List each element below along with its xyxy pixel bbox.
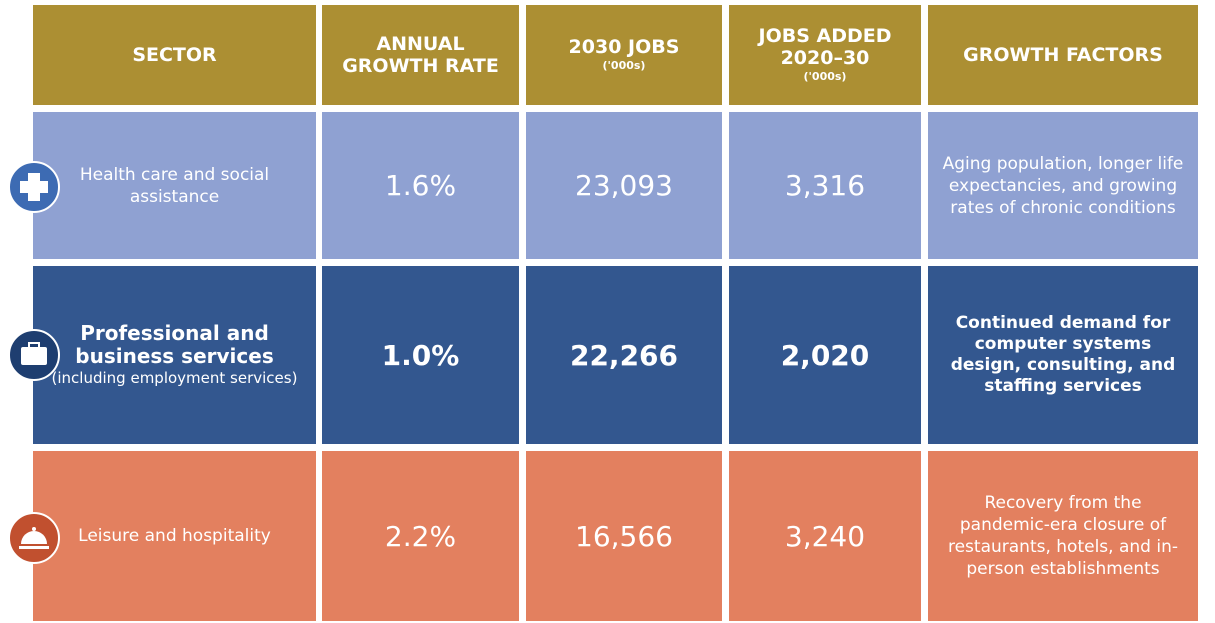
sector-cell: Professional and business services (inclu… — [33, 266, 316, 444]
jobs: 23,093 — [575, 169, 673, 202]
header-cell: JOBS ADDED 2020–30 ('000s) — [729, 5, 921, 105]
jobs-cell: 23,093 — [526, 112, 722, 259]
jobs: 22,266 — [569, 338, 679, 372]
rate-cell: 2.2% — [322, 451, 519, 621]
added: 3,316 — [784, 169, 866, 202]
factors-cell: Continued demand for computer systems de… — [928, 266, 1198, 444]
jobs: 16,566 — [575, 519, 673, 553]
rate: 2.2% — [384, 519, 457, 553]
added-cell: 3,316 — [729, 112, 921, 259]
sector-note: (including employment services) — [51, 369, 298, 387]
header-cell: SECTOR — [33, 5, 316, 105]
factors: Continued demand for computer systems de… — [950, 313, 1176, 396]
header-title: SECTOR — [132, 44, 217, 66]
rate-cell: 1.6% — [322, 112, 519, 259]
sector-cell: Leisure and hospitality — [33, 451, 316, 621]
header-cell: GROWTH FACTORS — [928, 5, 1198, 105]
header-cell: 2030 JOBS ('000s) — [526, 5, 722, 105]
factors-cell: Aging population, longer life expectanci… — [928, 112, 1198, 259]
header-title: GROWTH FACTORS — [963, 44, 1163, 66]
added-cell: 2,020 — [729, 266, 921, 444]
added: 3,240 — [784, 519, 866, 553]
bell-icon — [8, 512, 60, 564]
jobs-cell: 16,566 — [526, 451, 722, 621]
added: 2,020 — [780, 338, 870, 372]
header-unit: ('000s) — [803, 70, 847, 83]
sector: Leisure and hospitality — [78, 526, 271, 546]
sector: Professional and business services — [75, 321, 274, 368]
rate-cell: 1.0% — [322, 266, 519, 444]
header-unit: ('000s) — [602, 59, 646, 72]
briefcase-icon — [8, 329, 60, 381]
rate: 1.0% — [381, 338, 460, 372]
factors-cell: Recovery from the pandemic-era closure o… — [928, 451, 1198, 621]
factors: Aging population, longer life expectanci… — [942, 153, 1184, 218]
jobs-cell: 22,266 — [526, 266, 722, 444]
rate: 1.6% — [384, 169, 457, 202]
sector-cell: Health care and social assistance — [33, 112, 316, 259]
header-title: 2030 JOBS — [568, 36, 680, 58]
header-title: JOBS ADDED 2020–30 — [758, 25, 892, 69]
header-cell: ANNUAL GROWTH RATE — [322, 5, 519, 105]
sector: Health care and social assistance — [79, 164, 270, 207]
factors: Recovery from the pandemic-era closure o… — [947, 493, 1178, 579]
added-cell: 3,240 — [729, 451, 921, 621]
health-icon — [8, 161, 60, 213]
header-title: ANNUAL GROWTH RATE — [342, 33, 499, 77]
